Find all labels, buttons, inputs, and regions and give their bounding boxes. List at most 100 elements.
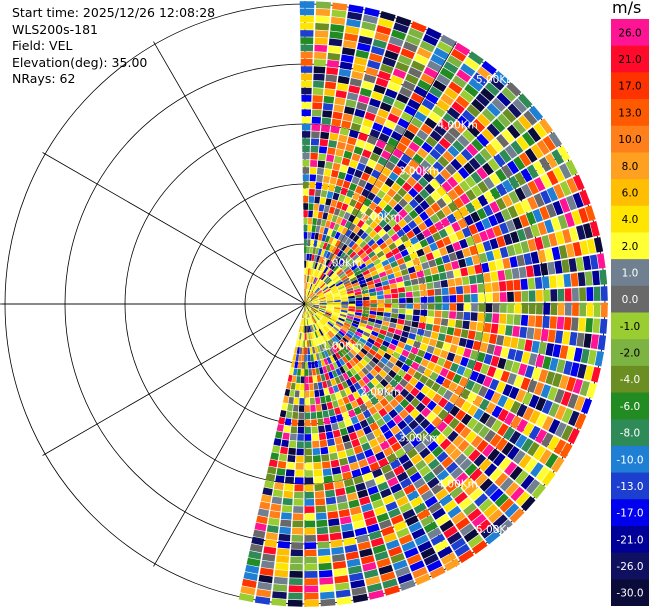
velocity-gate [343, 196, 352, 205]
velocity-gate [516, 136, 530, 151]
velocity-gate [412, 257, 421, 266]
velocity-gate [481, 262, 490, 273]
velocity-gate [390, 106, 403, 117]
velocity-gate [368, 360, 377, 369]
velocity-gate [362, 425, 372, 435]
velocity-gate [510, 337, 519, 349]
velocity-gate [489, 433, 502, 447]
velocity-gate [444, 334, 453, 344]
velocity-gate [499, 246, 509, 258]
velocity-gate [369, 98, 381, 108]
velocity-gate [496, 235, 506, 248]
velocity-gate [425, 378, 435, 389]
velocity-gate [367, 321, 375, 327]
velocity-gate [454, 385, 465, 396]
velocity-gate [328, 252, 334, 260]
velocity-gate [303, 210, 308, 218]
velocity-gate [303, 311, 305, 319]
velocity-gate [422, 228, 432, 238]
velocity-gate [308, 261, 311, 268]
velocity-gate [335, 334, 342, 341]
velocity-gate [292, 520, 304, 528]
velocity-gate [456, 294, 464, 303]
velocity-gate [491, 118, 506, 133]
velocity-gate [451, 101, 465, 114]
velocity-gate [532, 160, 546, 176]
velocity-gate [516, 419, 528, 433]
velocity-gate [430, 53, 446, 67]
velocity-gate [378, 564, 394, 575]
velocity-gate [428, 501, 442, 514]
velocity-gate [392, 266, 401, 273]
velocity-gate [329, 355, 336, 363]
velocity-gate [342, 411, 350, 420]
velocity-gate [393, 99, 406, 111]
velocity-gate [284, 388, 291, 397]
velocity-gate [279, 410, 287, 418]
velocity-gate [308, 310, 312, 317]
velocity-gate [305, 282, 307, 290]
velocity-gate [356, 328, 364, 334]
velocity-gate [535, 354, 545, 368]
velocity-gate [297, 368, 301, 376]
velocity-gate [481, 60, 497, 75]
velocity-gate [453, 197, 465, 209]
velocity-gate [401, 330, 410, 338]
velocity-gate [338, 241, 345, 250]
velocity-gate [313, 462, 322, 470]
colorbar-tick-label: -2.0 [620, 348, 641, 360]
velocity-gate [304, 253, 307, 261]
velocity-gate [305, 297, 306, 304]
velocity-gate [332, 275, 339, 282]
velocity-gate [349, 276, 357, 282]
velocity-gate [395, 360, 404, 369]
velocity-gate [383, 204, 393, 214]
velocity-gate [402, 182, 412, 192]
velocity-gate [344, 544, 358, 553]
velocity-gate [463, 502, 478, 516]
velocity-gate [475, 242, 485, 254]
velocity-gate [528, 425, 541, 441]
velocity-gate [379, 255, 387, 263]
velocity-gate [303, 318, 305, 326]
velocity-gate [325, 431, 334, 440]
velocity-gate [335, 589, 351, 598]
velocity-gate [309, 253, 312, 261]
velocity-gate [417, 540, 433, 553]
velocity-gate [393, 22, 409, 34]
velocity-gate [279, 526, 291, 535]
velocity-gate [417, 430, 429, 441]
velocity-gate [333, 223, 340, 231]
velocity-gate [311, 254, 315, 262]
velocity-gate [268, 459, 278, 468]
velocity-gate [368, 266, 377, 273]
velocity-gate [422, 171, 434, 183]
velocity-gate [352, 593, 369, 603]
velocity-gate [332, 192, 340, 201]
velocity-gate [331, 327, 338, 334]
velocity-gate [507, 291, 514, 302]
velocity-gate [423, 553, 439, 566]
velocity-gate [252, 529, 266, 539]
velocity-gate [386, 43, 402, 54]
velocity-gate [375, 319, 383, 325]
azimuth-spoke [153, 303, 306, 567]
velocity-gate [317, 548, 331, 556]
velocity-gate [559, 345, 569, 359]
velocity-gate [310, 160, 318, 167]
velocity-gate [447, 145, 460, 158]
velocity-gate [473, 361, 483, 372]
velocity-gate [324, 291, 332, 296]
velocity-gate [399, 579, 416, 591]
velocity-gate [292, 513, 304, 521]
velocity-gate [315, 367, 320, 375]
velocity-gate [452, 373, 462, 384]
velocity-gate [445, 163, 457, 176]
velocity-gate [435, 488, 449, 501]
velocity-gate [470, 211, 481, 223]
velocity-gate [482, 162, 494, 176]
velocity-gate [392, 351, 401, 360]
velocity-gate [458, 376, 469, 388]
velocity-gate [370, 307, 377, 312]
colorbar-bin [611, 125, 649, 153]
